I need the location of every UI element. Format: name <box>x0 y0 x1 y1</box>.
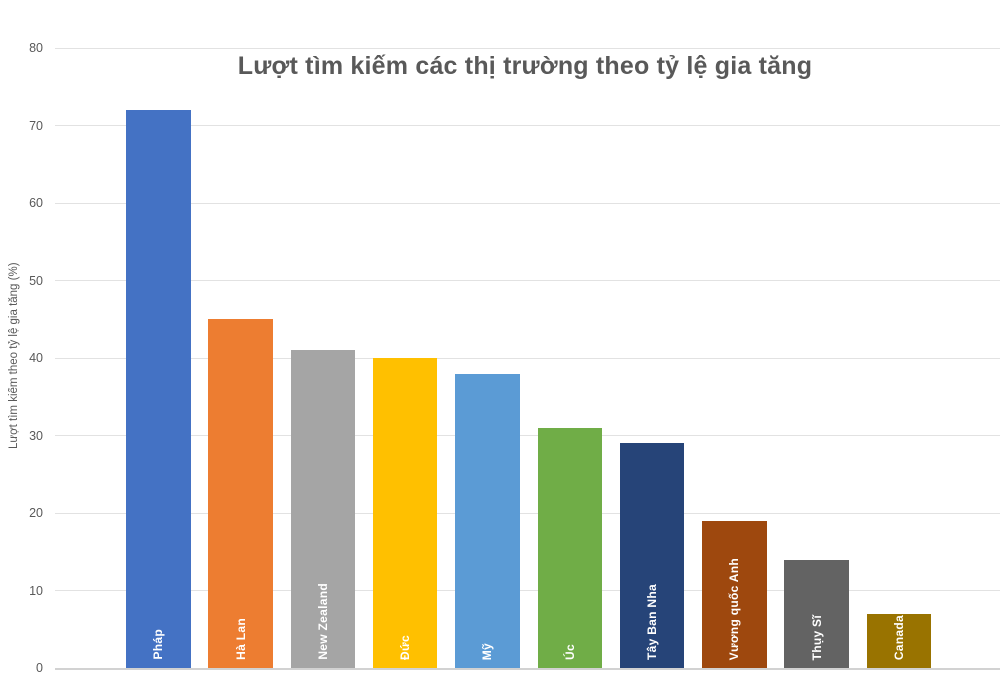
y-tick-label-30: 30 <box>29 428 43 443</box>
y-tick-label-40: 40 <box>29 351 43 365</box>
bar: New Zealand <box>290 350 356 668</box>
chart-title: Lượt tìm kiếm các thị trường theo tỷ lệ … <box>237 52 813 80</box>
bar: Pháp <box>126 110 191 668</box>
bar: Úc <box>537 427 602 668</box>
bar-label: Canada <box>891 614 906 660</box>
bar: Canada <box>866 613 932 668</box>
y-axis-title: Lượt tìm kiếm theo tỷ lệ gia tăng (%) <box>8 262 20 450</box>
gridline-80 <box>55 47 1000 49</box>
bar-label: Mỹ <box>480 642 495 660</box>
bar-label: Tây Ban Nha <box>645 584 660 660</box>
bar-label: Đức <box>398 635 413 660</box>
y-tick-label-20: 20 <box>29 506 43 520</box>
y-tick-label-10: 10 <box>29 583 43 598</box>
gridline-10 <box>55 590 1000 591</box>
gridline-20 <box>55 512 1000 514</box>
gridline-50 <box>55 280 1000 281</box>
bar: Tây Ban Nha <box>619 443 685 668</box>
gridline-70 <box>55 125 1000 126</box>
bar: Thụy Sĩ <box>784 559 849 668</box>
gridline-30 <box>55 435 1000 436</box>
y-tick-label-50: 50 <box>29 273 43 288</box>
y-tick-label-70: 70 <box>29 118 43 133</box>
bar-label: Vương quốc Anh <box>727 557 742 660</box>
gridline-40 <box>55 357 1000 359</box>
bar-label: Úc <box>562 644 577 660</box>
bar-label: Thụy Sĩ <box>809 614 824 660</box>
bar: Đức <box>372 358 438 668</box>
bar: Mỹ <box>455 373 520 668</box>
bar-label: Hà Lan <box>233 618 248 660</box>
bar: Vương quốc Anh <box>702 520 767 668</box>
bar-label: Pháp <box>151 629 166 660</box>
gridline-60 <box>55 202 1000 204</box>
x-axis-line <box>55 668 1000 670</box>
bar: Hà Lan <box>208 319 273 668</box>
y-tick-label-0: 0 <box>36 661 43 675</box>
y-tick-label-80: 80 <box>29 41 43 55</box>
y-tick-label-60: 60 <box>29 196 43 210</box>
bar-label: New Zealand <box>315 583 330 660</box>
